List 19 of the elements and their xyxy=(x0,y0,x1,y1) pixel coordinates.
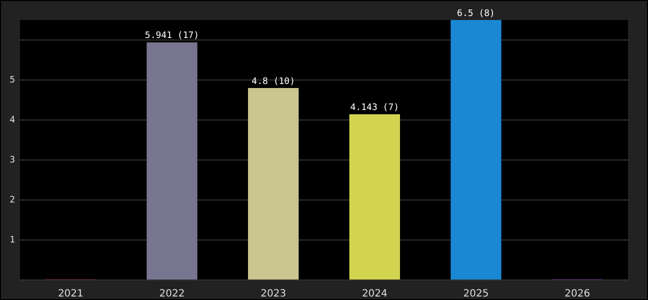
y-tick-label: 3 xyxy=(10,155,15,166)
data-label: 4.8 (10) xyxy=(252,76,296,87)
x-tick-label: 2025 xyxy=(463,288,489,300)
x-tick-label: 2022 xyxy=(159,288,185,300)
bar xyxy=(146,42,198,280)
y-tick-label: 5 xyxy=(10,75,15,86)
data-label: 5.941 (17) xyxy=(144,31,200,42)
y-tick-label: 1 xyxy=(10,235,15,246)
bar xyxy=(248,88,299,280)
y-tick-label: 4 xyxy=(10,115,15,126)
data-label: 6.5 (8) xyxy=(457,8,495,19)
x-tick-label: 2021 xyxy=(58,288,84,300)
x-tick-label: 2026 xyxy=(564,288,590,300)
bar xyxy=(450,20,502,280)
x-tick-label: 2024 xyxy=(362,288,388,300)
data-label: 4.143 (7) xyxy=(350,103,400,114)
bar xyxy=(349,114,400,280)
y-tick-label: 2 xyxy=(10,195,15,206)
x-tick-label: 2023 xyxy=(260,288,286,300)
